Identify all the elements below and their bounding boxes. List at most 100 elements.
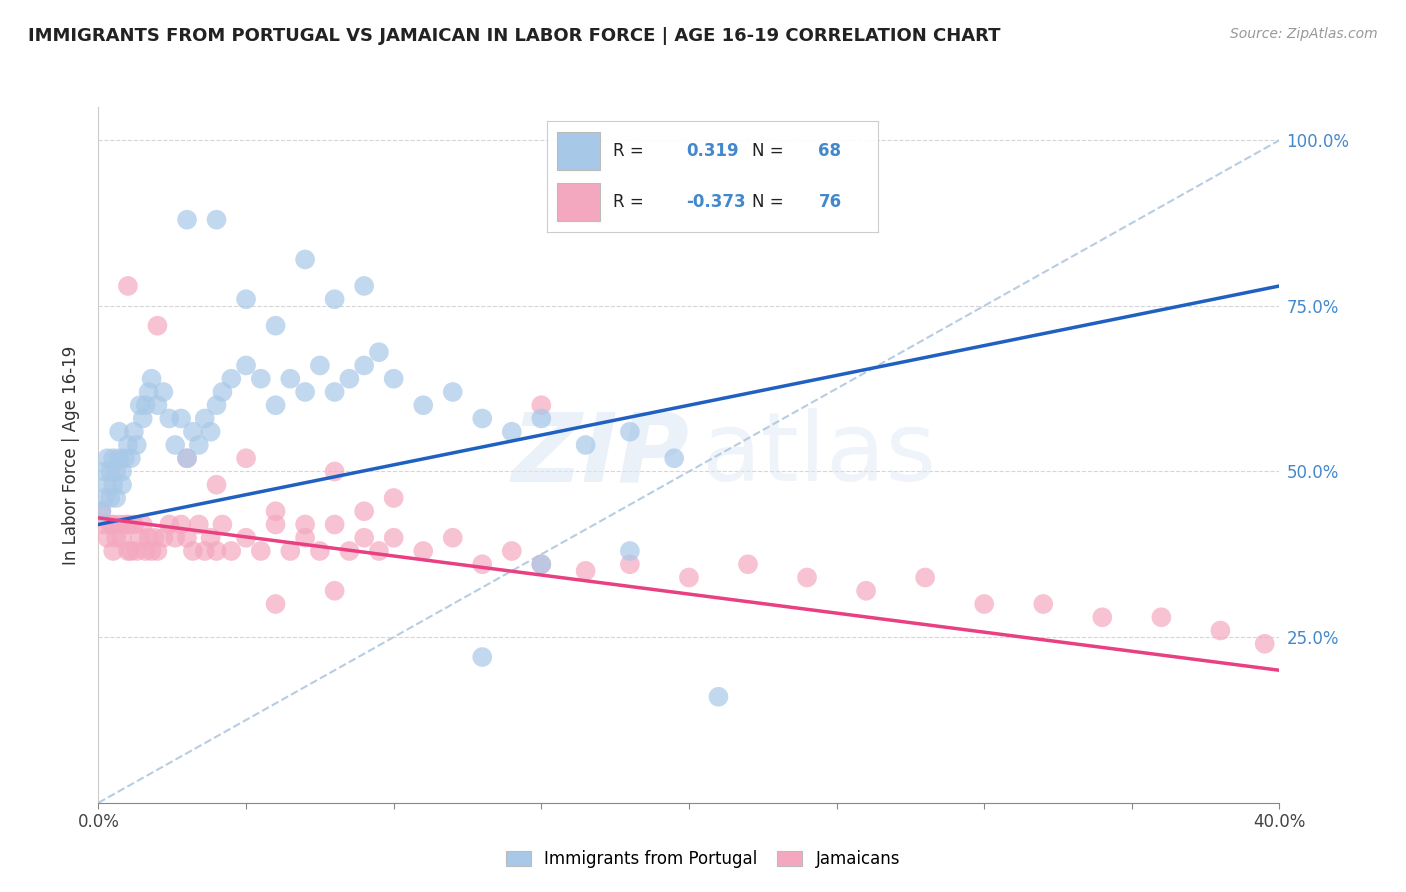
Point bbox=[141, 372, 163, 386]
Point bbox=[323, 384, 346, 399]
Point bbox=[471, 558, 494, 572]
Point bbox=[309, 359, 332, 373]
Point bbox=[132, 411, 155, 425]
Point bbox=[200, 425, 222, 439]
Point bbox=[157, 411, 180, 425]
Point bbox=[211, 384, 233, 399]
Point bbox=[90, 504, 112, 518]
Point bbox=[105, 531, 128, 545]
Point bbox=[855, 583, 877, 598]
Y-axis label: In Labor Force | Age 16-19: In Labor Force | Age 16-19 bbox=[62, 345, 80, 565]
Point bbox=[125, 438, 148, 452]
Point bbox=[187, 517, 209, 532]
Point bbox=[128, 398, 150, 412]
Point bbox=[250, 372, 273, 386]
Point bbox=[157, 517, 180, 532]
Point bbox=[294, 531, 316, 545]
Point bbox=[176, 451, 198, 466]
Point bbox=[235, 359, 257, 373]
Point bbox=[135, 398, 157, 412]
Point bbox=[353, 279, 375, 293]
Point bbox=[382, 491, 405, 505]
Point bbox=[264, 517, 287, 532]
Point bbox=[619, 544, 641, 558]
Point bbox=[98, 517, 121, 532]
Point bbox=[98, 491, 121, 505]
Point bbox=[135, 544, 157, 558]
Point bbox=[530, 398, 553, 412]
Point bbox=[98, 465, 121, 479]
Point bbox=[530, 411, 553, 425]
Point bbox=[368, 345, 391, 359]
Point bbox=[125, 544, 148, 558]
Point bbox=[619, 425, 641, 439]
Point bbox=[194, 411, 217, 425]
Point bbox=[530, 558, 553, 572]
Point bbox=[707, 690, 730, 704]
Point bbox=[105, 491, 128, 505]
Point bbox=[117, 279, 139, 293]
Text: atlas: atlas bbox=[700, 409, 936, 501]
Point bbox=[141, 544, 163, 558]
Point bbox=[205, 544, 228, 558]
Point bbox=[120, 544, 142, 558]
Point bbox=[441, 384, 464, 399]
Point bbox=[323, 292, 346, 306]
Point bbox=[323, 583, 346, 598]
Point bbox=[678, 570, 700, 584]
Point bbox=[108, 451, 131, 466]
Point bbox=[382, 372, 405, 386]
Point bbox=[278, 372, 302, 386]
Point bbox=[90, 504, 112, 518]
Point bbox=[211, 517, 233, 532]
Point bbox=[122, 425, 145, 439]
Point bbox=[309, 544, 332, 558]
Point bbox=[574, 438, 596, 452]
Point bbox=[165, 438, 187, 452]
Point bbox=[117, 517, 139, 532]
Point bbox=[471, 650, 494, 665]
Point bbox=[205, 477, 228, 491]
Point bbox=[973, 597, 995, 611]
Point bbox=[1150, 610, 1173, 624]
Point bbox=[294, 384, 316, 399]
Point bbox=[200, 531, 222, 545]
Point bbox=[235, 531, 257, 545]
Point bbox=[120, 451, 142, 466]
Point bbox=[122, 517, 145, 532]
Point bbox=[194, 544, 217, 558]
Point bbox=[501, 544, 523, 558]
Point bbox=[471, 411, 494, 425]
Legend: Immigrants from Portugal, Jamaicans: Immigrants from Portugal, Jamaicans bbox=[499, 844, 907, 875]
Point bbox=[501, 425, 523, 439]
Point bbox=[264, 504, 287, 518]
Point bbox=[108, 517, 131, 532]
Point bbox=[382, 531, 405, 545]
Point bbox=[219, 372, 242, 386]
Point bbox=[205, 212, 228, 227]
Point bbox=[530, 558, 553, 572]
Point bbox=[664, 451, 686, 466]
Point bbox=[441, 531, 464, 545]
Point bbox=[176, 212, 198, 227]
Point bbox=[353, 531, 375, 545]
Point bbox=[796, 570, 818, 584]
Point bbox=[181, 425, 204, 439]
Point bbox=[170, 517, 193, 532]
Point bbox=[619, 558, 641, 572]
Point bbox=[264, 318, 287, 333]
Point bbox=[108, 425, 131, 439]
Point bbox=[1209, 624, 1232, 638]
Point bbox=[103, 517, 125, 532]
Point bbox=[170, 411, 193, 425]
Point bbox=[1254, 637, 1277, 651]
Point bbox=[412, 398, 434, 412]
Point bbox=[737, 558, 759, 572]
Point bbox=[339, 544, 360, 558]
Point bbox=[114, 451, 136, 466]
Point bbox=[96, 477, 118, 491]
Point bbox=[176, 531, 198, 545]
Point bbox=[368, 544, 391, 558]
Point bbox=[117, 438, 139, 452]
Point bbox=[187, 438, 209, 452]
